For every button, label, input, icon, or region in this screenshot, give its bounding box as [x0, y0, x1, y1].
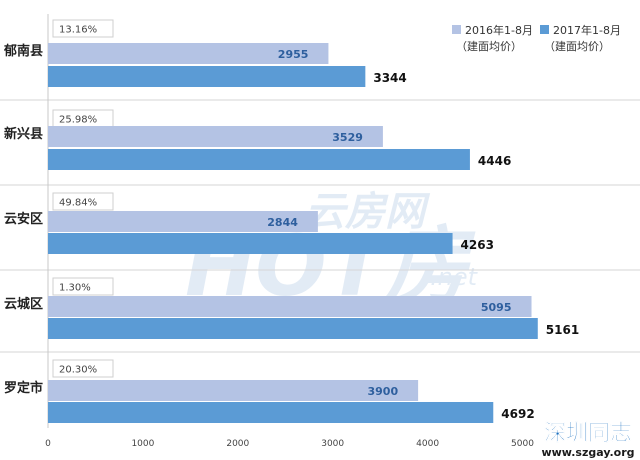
category-label: 云安区 [4, 211, 43, 227]
bar-value-label-2017: 4692 [501, 407, 534, 421]
legend-sublabel: （建面均价） [456, 39, 522, 53]
x-tick-label: 2000 [226, 439, 249, 449]
growth-label-box [52, 19, 114, 38]
bar-value-label-2016: 3529 [332, 131, 363, 144]
watermark-text: 云房网 [305, 189, 431, 235]
bar-value-label-2016: 3900 [367, 385, 398, 398]
growth-label: 13.16% [59, 25, 97, 36]
growth-label: 49.84% [59, 198, 97, 209]
bar-value-label-2016: 5095 [481, 301, 512, 314]
growth-label-box [52, 277, 114, 296]
bar-2017 [48, 318, 538, 339]
bar-2017 [48, 233, 453, 254]
growth-label: 1.30% [59, 283, 91, 294]
category-label: 云城区 [4, 296, 43, 312]
growth-label: 20.30% [59, 365, 97, 376]
bar-2016 [48, 296, 532, 317]
bar-2016 [48, 211, 318, 232]
bar-value-label-2017: 5161 [546, 323, 579, 337]
growth-label-box [52, 359, 114, 378]
bar-value-label-2016: 2844 [267, 216, 298, 229]
bar-2016 [48, 126, 383, 147]
corner-watermark-bg [536, 418, 640, 460]
x-tick-label: 5000 [511, 439, 534, 449]
bar-value-label-2017: 4263 [461, 238, 494, 252]
x-tick-label: 0 [45, 439, 51, 449]
legend-label: 2016年1-8月 [465, 23, 533, 37]
x-tick-label: 3000 [321, 439, 344, 449]
corner-watermark-title: 深圳同志 [544, 421, 632, 446]
category-label: 罗定市 [4, 380, 43, 396]
bar-2017 [48, 402, 494, 423]
category-label: 新兴县 [4, 126, 43, 142]
legend-label: 2017年1-8月 [553, 23, 621, 37]
bar-value-label-2017: 4446 [478, 154, 511, 168]
legend-swatch [452, 25, 461, 34]
bar-value-label-2016: 2955 [278, 48, 309, 61]
bar-2017 [48, 66, 366, 87]
growth-label-box [52, 192, 114, 211]
legend-swatch [540, 25, 549, 34]
corner-watermark-url: www.szgay.org [541, 446, 634, 459]
bar-2016 [48, 43, 329, 64]
bar-value-label-2017: 3344 [373, 71, 406, 85]
category-label: 郁南县 [3, 43, 43, 59]
bar-2016 [48, 380, 419, 401]
legend-sublabel: （建面均价） [544, 39, 610, 53]
x-tick-label: 1000 [131, 439, 154, 449]
x-tick-label: 4000 [416, 439, 439, 449]
bar-2017 [48, 149, 470, 170]
growth-label: 25.98% [59, 115, 97, 126]
watermark-text: .net [430, 263, 479, 291]
